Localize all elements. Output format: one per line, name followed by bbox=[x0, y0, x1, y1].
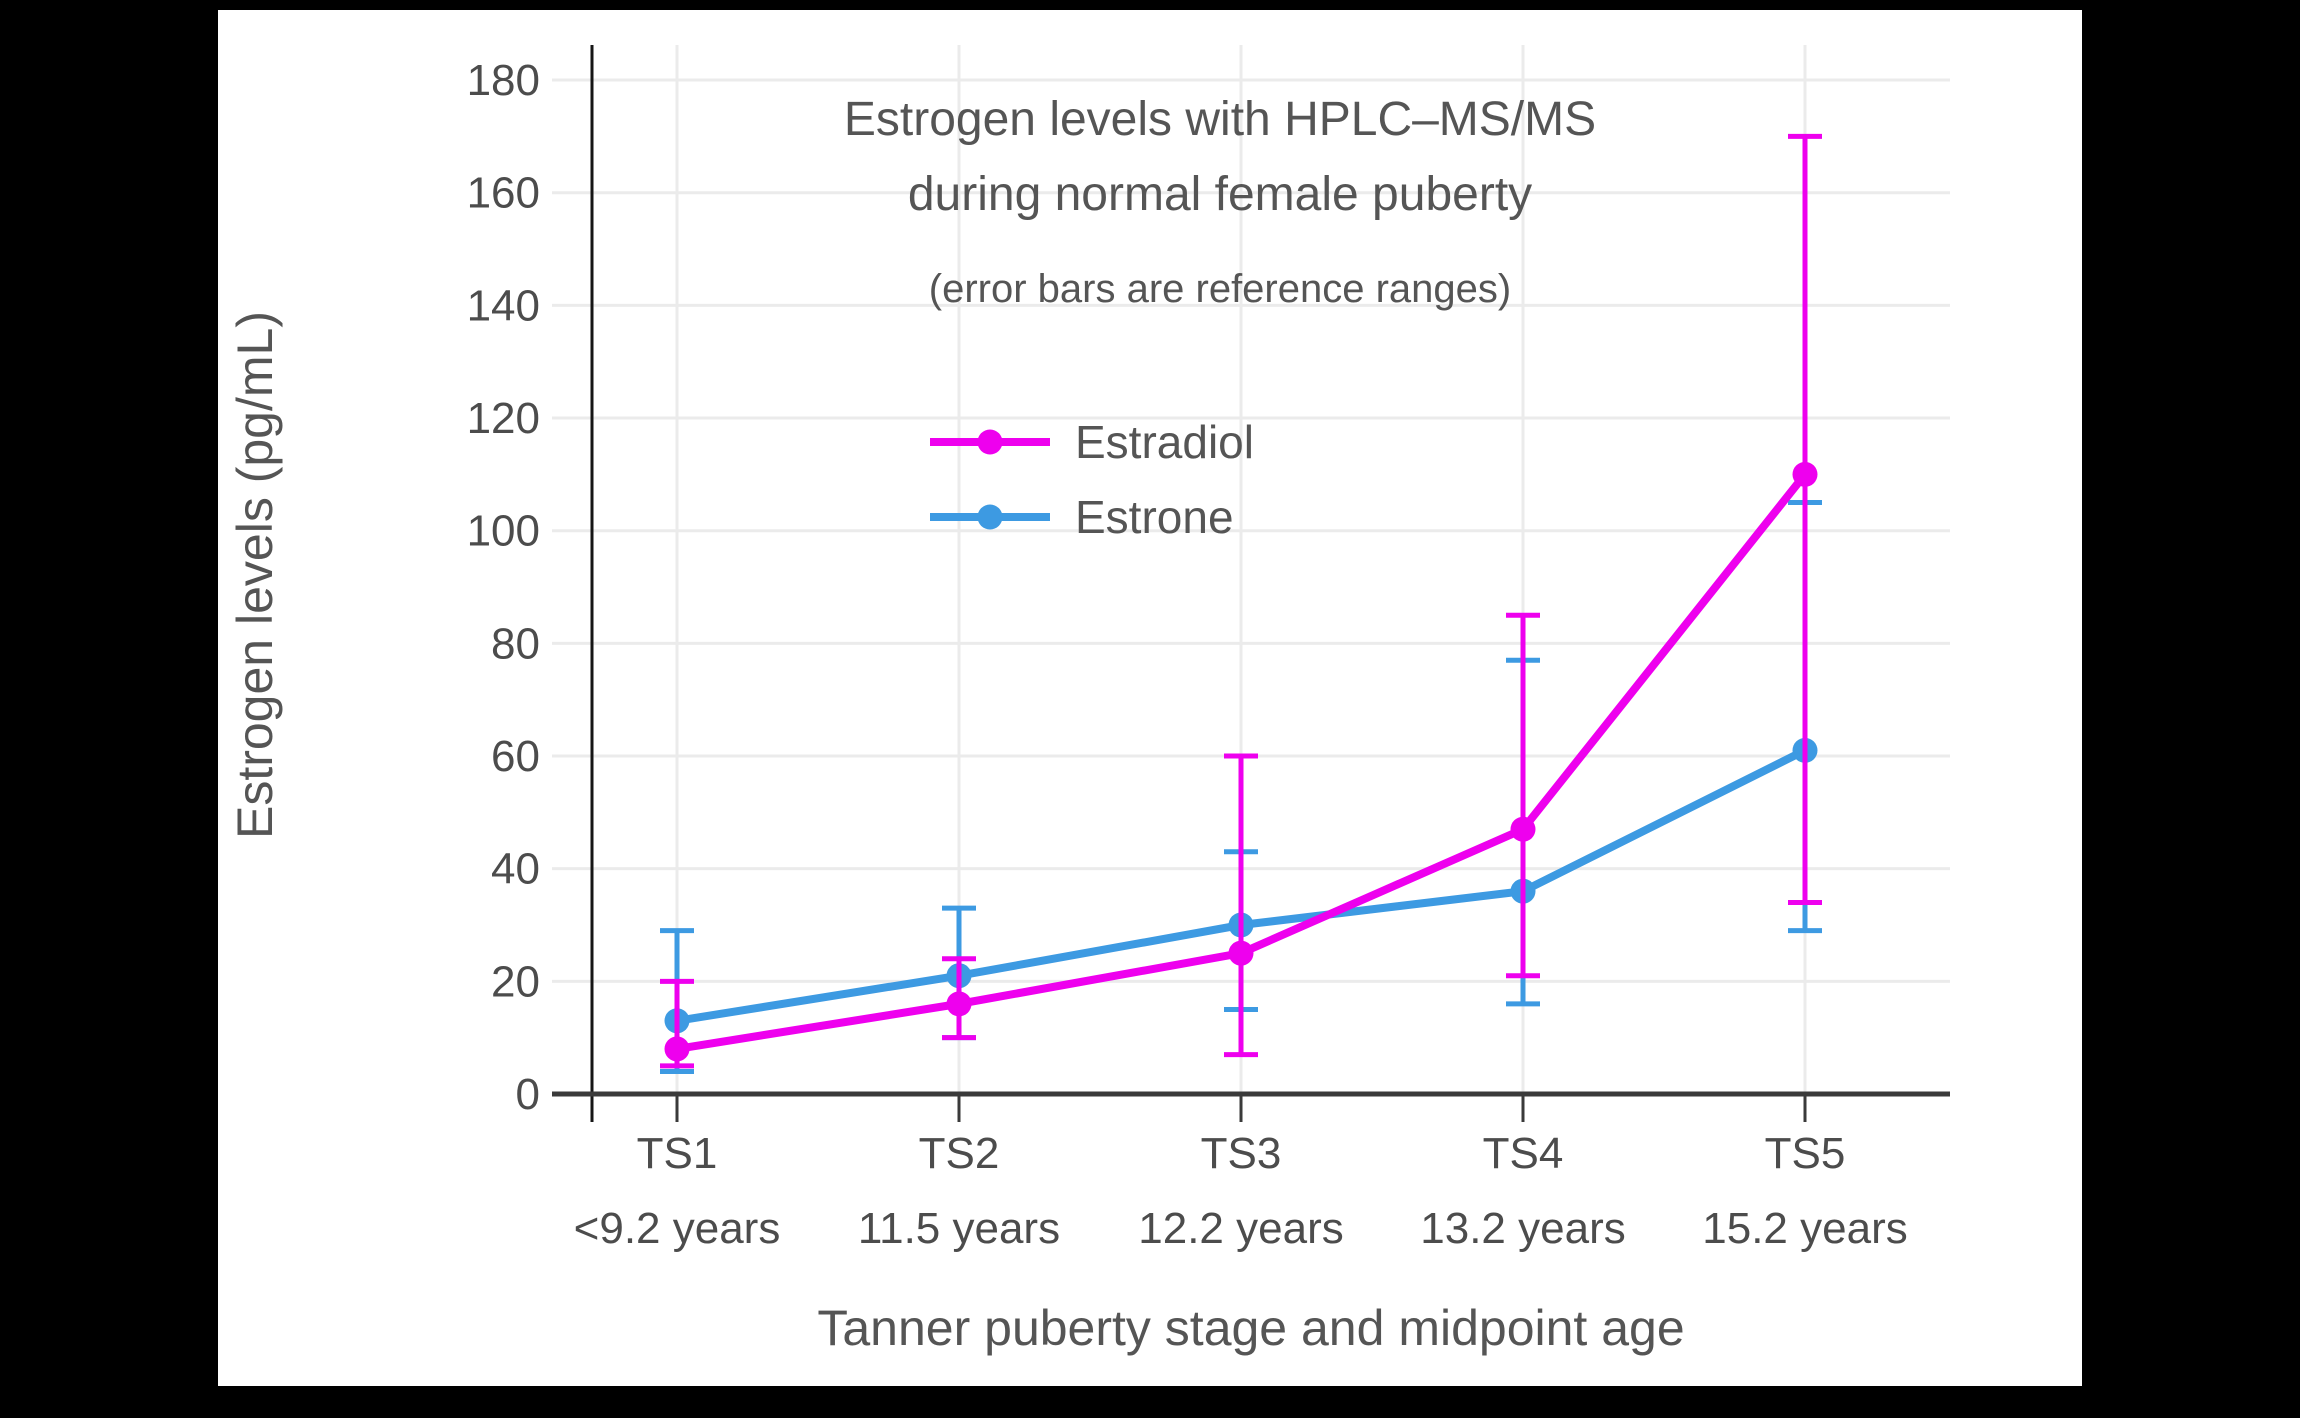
y-tick-label-120: 120 bbox=[467, 394, 540, 443]
x-axis-title: Tanner puberty stage and midpoint age bbox=[817, 1300, 1684, 1356]
data-point-estradiol-TS3 bbox=[1228, 940, 1254, 966]
data-point-estradiol-TS4 bbox=[1510, 816, 1536, 842]
y-tick-label-0: 0 bbox=[516, 1070, 540, 1119]
legend-label-estrone: Estrone bbox=[1075, 491, 1234, 543]
legend-swatch-marker-estradiol bbox=[977, 429, 1003, 455]
x-tick-label-TS2: TS2 bbox=[919, 1129, 1000, 1178]
y-tick-label-20: 20 bbox=[491, 957, 540, 1006]
y-tick-label-140: 140 bbox=[467, 281, 540, 330]
legend-swatch-marker-estrone bbox=[977, 504, 1003, 530]
data-point-estradiol-TS1 bbox=[664, 1036, 690, 1062]
x-tick-label-TS5: TS5 bbox=[1765, 1129, 1846, 1178]
x-tick-sublabel-TS3: 12.2 years bbox=[1138, 1204, 1343, 1253]
chart-canvas bbox=[218, 10, 2082, 1386]
y-tick-label-180: 180 bbox=[467, 56, 540, 105]
y-tick-label-60: 60 bbox=[491, 732, 540, 781]
x-tick-sublabel-TS2: 11.5 years bbox=[858, 1204, 1060, 1253]
y-axis-title: Estrogen levels (pg/mL) bbox=[227, 311, 283, 839]
x-tick-sublabel-TS1: <9.2 years bbox=[574, 1204, 781, 1253]
x-tick-sublabel-TS5: 15.2 years bbox=[1702, 1204, 1907, 1253]
y-tick-label-80: 80 bbox=[491, 619, 540, 668]
x-tick-sublabel-TS4: 13.2 years bbox=[1420, 1204, 1625, 1253]
data-point-estradiol-TS5 bbox=[1792, 461, 1818, 487]
x-tick-label-TS3: TS3 bbox=[1201, 1129, 1282, 1178]
x-tick-label-TS1: TS1 bbox=[637, 1129, 718, 1178]
chart-title-line1: Estrogen levels with HPLC–MS/MS bbox=[844, 93, 1596, 146]
data-point-estradiol-TS2 bbox=[946, 991, 972, 1017]
legend-label-estradiol: Estradiol bbox=[1075, 416, 1254, 468]
x-tick-label-TS4: TS4 bbox=[1483, 1129, 1564, 1178]
y-tick-label-100: 100 bbox=[467, 507, 540, 556]
chart-subtitle: (error bars are reference ranges) bbox=[929, 267, 1511, 311]
chart-title-line2: during normal female puberty bbox=[908, 168, 1532, 221]
y-tick-label-160: 160 bbox=[467, 169, 540, 218]
y-tick-label-40: 40 bbox=[491, 845, 540, 894]
